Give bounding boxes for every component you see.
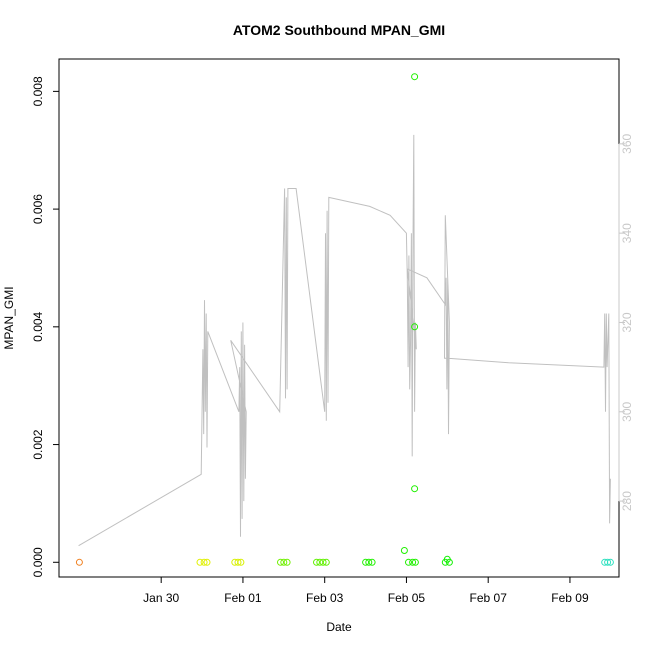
- x-axis: Jan 30 Feb 01 Feb 03 Feb 05 Feb 07 Feb 09: [143, 576, 589, 605]
- data-point: [445, 558, 453, 566]
- data-point: [604, 558, 612, 566]
- y-axis-right: 280 300 320 340 360: [618, 133, 634, 511]
- data-point: [234, 558, 242, 566]
- data-points-layer: [75, 73, 614, 566]
- y-axis-left: 0.000 0.002 0.004 0.006 0.008: [31, 76, 60, 577]
- y-tick-label: 0.002: [31, 429, 45, 459]
- chart-title: ATOM2 Southbound MPAN_GMI: [233, 22, 445, 38]
- data-point: [237, 558, 245, 566]
- y-tick-label: 0.000: [31, 547, 45, 577]
- y2-tick-label: 320: [620, 312, 634, 332]
- data-point: [280, 558, 288, 566]
- data-point: [322, 558, 330, 566]
- data-point: [203, 558, 211, 566]
- data-point: [319, 558, 327, 566]
- y2-tick-label: 280: [620, 491, 634, 511]
- x-tick-label: Feb 09: [551, 591, 589, 605]
- x-axis-label: Date: [326, 620, 352, 634]
- y-axis-label: MPAN_GMI: [2, 286, 16, 349]
- altitude-trace-line: [78, 134, 611, 547]
- x-tick-label: Jan 30: [143, 591, 179, 605]
- data-point: [409, 558, 417, 566]
- data-point: [283, 558, 291, 566]
- data-point: [400, 547, 408, 554]
- data-point: [411, 323, 419, 331]
- y-tick-label: 0.006: [31, 194, 45, 224]
- x-tick-label: Feb 03: [306, 591, 344, 605]
- y2-tick-label: 360: [620, 133, 634, 153]
- data-point: [365, 558, 373, 566]
- y-tick-label: 0.008: [31, 76, 45, 106]
- x-tick-label: Feb 07: [470, 591, 508, 605]
- x-tick-label: Feb 05: [388, 591, 426, 605]
- y2-tick-label: 340: [620, 223, 634, 243]
- data-point: [405, 558, 412, 566]
- plot-frame: [58, 58, 620, 578]
- data-point: [606, 558, 614, 566]
- x-tick-label: Feb 01: [224, 591, 262, 605]
- data-point: [411, 73, 419, 81]
- data-point: [277, 558, 284, 566]
- data-point: [368, 558, 376, 566]
- data-point: [313, 558, 320, 566]
- y2-tick-label: 300: [620, 401, 634, 421]
- data-point: [200, 558, 208, 566]
- y-tick-label: 0.004: [31, 311, 45, 341]
- data-point: [196, 558, 204, 566]
- altitude-trace-layer: [78, 134, 611, 547]
- data-point: [411, 558, 419, 566]
- data-point: [75, 558, 83, 566]
- data-point: [411, 485, 419, 493]
